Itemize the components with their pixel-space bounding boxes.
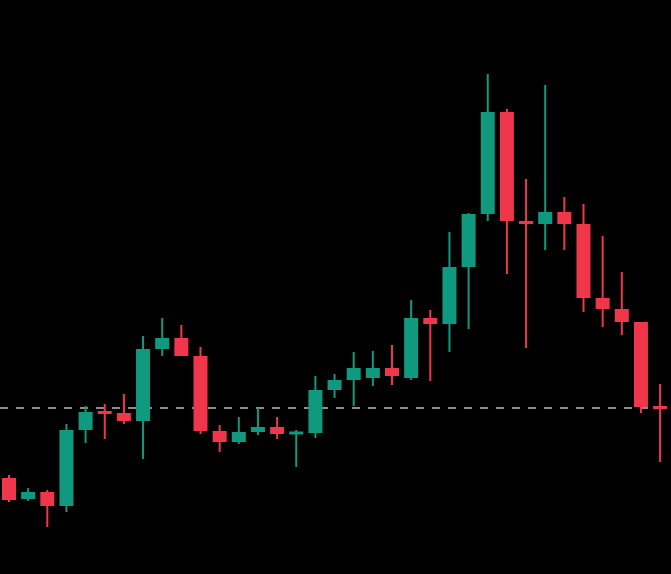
candle-body <box>557 212 572 224</box>
candle-13 <box>231 417 246 444</box>
candle-21 <box>385 345 399 385</box>
candle-body <box>40 492 55 506</box>
candle-body <box>193 356 208 431</box>
candle-body <box>480 112 495 214</box>
candle-body <box>538 212 553 224</box>
candle-32 <box>595 236 610 327</box>
candle-24 <box>442 232 457 352</box>
candle-body <box>250 427 265 432</box>
candle-body <box>576 224 591 298</box>
candle-5 <box>78 406 93 443</box>
candle-body <box>136 349 151 421</box>
candle-body <box>385 368 399 376</box>
candle-body <box>78 412 93 430</box>
candle-30 <box>557 197 572 250</box>
candle-3 <box>40 490 55 527</box>
candle-34 <box>633 322 648 413</box>
candle-body <box>423 318 438 324</box>
candle-body <box>461 214 476 267</box>
candle-4 <box>59 424 74 512</box>
candle-body <box>346 368 361 380</box>
candle-body <box>327 380 342 390</box>
candle-body <box>653 406 668 409</box>
candle-25 <box>461 213 476 329</box>
candle-6 <box>97 404 112 439</box>
candle-body <box>308 390 323 433</box>
candle-body <box>442 267 457 324</box>
candle-1 <box>2 475 16 502</box>
candle-9 <box>155 318 170 356</box>
candle-26 <box>480 74 495 221</box>
candle-2 <box>21 488 36 501</box>
candle-body <box>155 338 170 349</box>
candle-body <box>270 427 285 434</box>
candle-33 <box>614 272 629 335</box>
candle-body <box>633 322 648 407</box>
candle-23 <box>423 310 438 381</box>
candle-body <box>595 298 610 309</box>
candle-28 <box>519 179 534 348</box>
candles-group <box>2 74 668 527</box>
candle-17 <box>308 376 323 438</box>
candle-body <box>116 413 131 421</box>
candle-14 <box>250 408 265 435</box>
candle-18 <box>327 374 342 398</box>
candle-31 <box>576 204 591 312</box>
candle-35 <box>653 384 668 462</box>
candle-27 <box>499 109 514 274</box>
candle-20 <box>365 351 380 386</box>
candle-body <box>519 221 534 224</box>
candle-body <box>289 431 304 435</box>
candle-19 <box>346 352 361 406</box>
candle-body <box>59 430 74 506</box>
candle-16 <box>289 430 304 467</box>
candle-body <box>174 338 189 356</box>
candle-body <box>614 309 629 322</box>
candle-15 <box>270 417 285 439</box>
candle-body <box>212 431 227 442</box>
candle-body <box>21 492 36 499</box>
candle-7 <box>116 394 131 424</box>
candle-29 <box>538 85 553 250</box>
candle-body <box>365 368 380 378</box>
candle-body <box>97 411 112 414</box>
candle-12 <box>212 425 227 452</box>
candle-8 <box>136 336 151 459</box>
candle-body <box>404 318 419 378</box>
candle-11 <box>193 347 208 434</box>
candle-10 <box>174 325 189 356</box>
candle-body <box>2 478 16 500</box>
candle-body <box>231 432 246 442</box>
candle-22 <box>404 300 419 380</box>
candle-body <box>499 112 514 221</box>
